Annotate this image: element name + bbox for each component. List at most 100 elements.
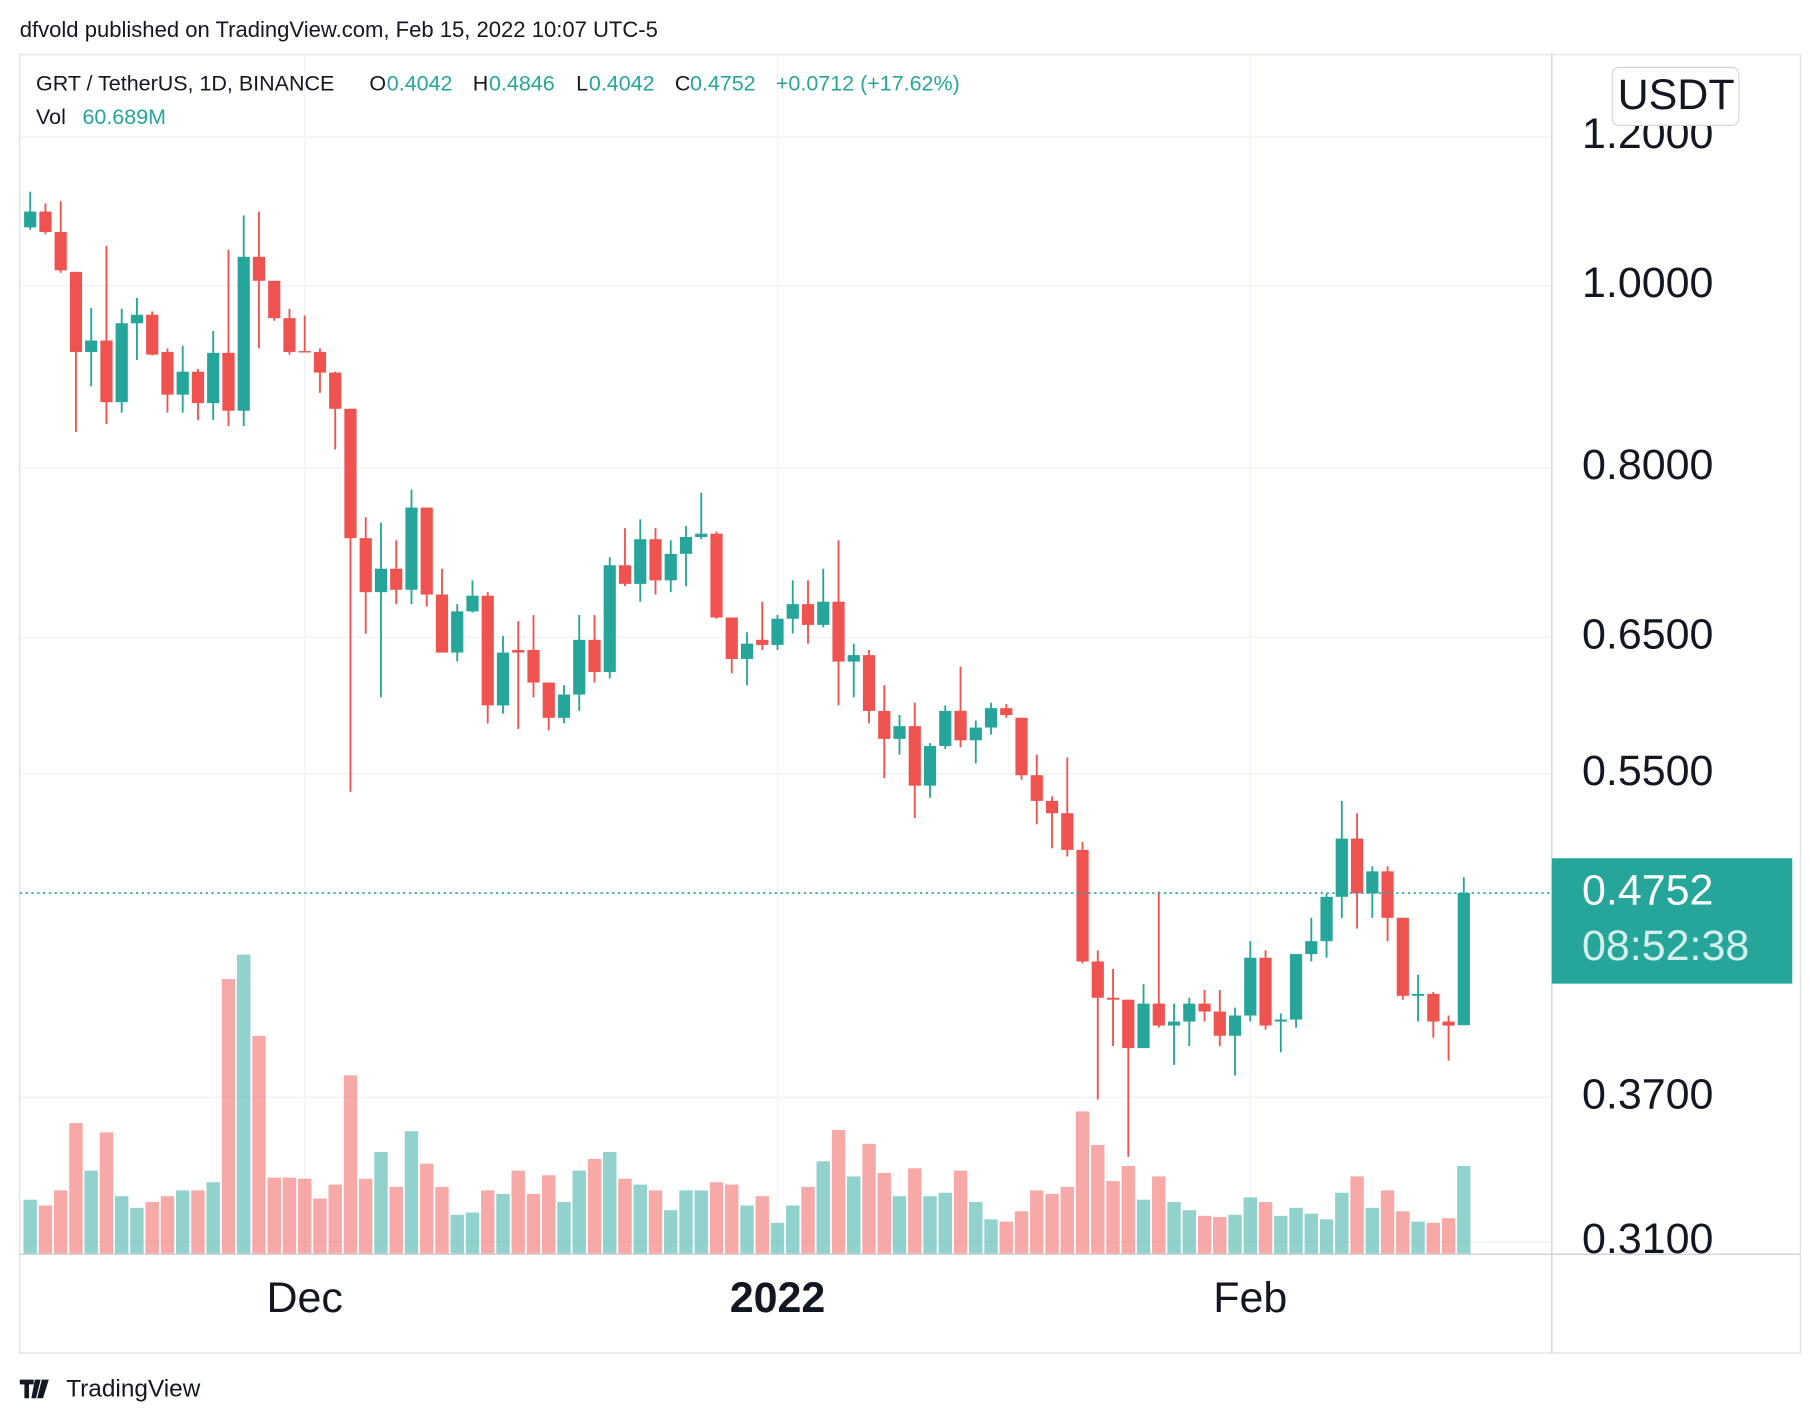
- candle-body: [1305, 941, 1318, 955]
- volume-bar: [1014, 1211, 1029, 1255]
- volume-bar: [603, 1151, 617, 1255]
- volume-bar: [709, 1182, 724, 1255]
- candle-body: [1167, 1021, 1181, 1026]
- volume-bar: [694, 1190, 708, 1255]
- logo: [19, 1379, 49, 1399]
- candle-body: [557, 694, 571, 718]
- volume-bar: [1197, 1215, 1212, 1255]
- volume-bar: [526, 1193, 541, 1255]
- volume-bar: [252, 1035, 266, 1255]
- volume-bar: [984, 1219, 998, 1255]
- candle-body: [1198, 1003, 1211, 1012]
- volume-bar: [633, 1184, 647, 1255]
- currency-box: [1611, 66, 1740, 127]
- candle-body: [862, 655, 876, 711]
- legend-close: 0.4752: [690, 71, 756, 95]
- volume-bar: [587, 1158, 602, 1255]
- volume-name: Vol: [36, 105, 66, 129]
- volume-bar: [69, 1123, 83, 1255]
- legend-key: O: [369, 71, 386, 95]
- candle-body: [1183, 1003, 1196, 1022]
- legend-change: +0.0712 (+17.62%): [776, 71, 960, 95]
- x-tick-label: Dec: [267, 1274, 343, 1322]
- candle-body: [679, 537, 693, 554]
- volume-bar: [923, 1196, 937, 1255]
- volume-bar: [1289, 1207, 1303, 1255]
- candle-body: [1213, 1011, 1226, 1036]
- candle-body: [146, 314, 159, 355]
- last-price-label: 0.4752: [1582, 866, 1713, 914]
- volume-bar: [740, 1205, 754, 1255]
- candle-body: [268, 280, 281, 319]
- volume-bar: [221, 979, 236, 1255]
- candle-body: [1152, 1003, 1165, 1026]
- volume-bar: [969, 1202, 983, 1255]
- candle-body: [801, 604, 815, 625]
- candle-body: [542, 682, 555, 718]
- candle-body: [1091, 961, 1104, 998]
- candle-body: [1106, 997, 1120, 1000]
- volume-bar: [130, 1207, 144, 1255]
- volume-bar: [1441, 1218, 1456, 1255]
- axes: 1.20001.00000.80000.65000.55000.37000.31…: [267, 110, 1714, 1322]
- candle-body: [1335, 838, 1348, 897]
- volume-bar: [892, 1196, 907, 1255]
- volume-bar: [1396, 1211, 1410, 1255]
- candle-body: [832, 601, 845, 662]
- candle-body: [435, 594, 449, 653]
- candle-body: [512, 650, 525, 653]
- volume-bar: [770, 1222, 785, 1255]
- candle-body: [878, 710, 891, 739]
- volume-bar: [1136, 1199, 1151, 1255]
- candle-body: [1442, 1021, 1455, 1026]
- volume-bar: [725, 1184, 739, 1255]
- candle-body: [1137, 1003, 1150, 1049]
- volume-bar: [298, 1178, 312, 1255]
- volume-bar: [374, 1151, 388, 1255]
- candle-body: [527, 650, 540, 683]
- candle-body: [115, 323, 128, 403]
- volume-bar: [53, 1190, 68, 1255]
- candle-body: [649, 539, 662, 581]
- candle-body: [466, 595, 479, 612]
- volume-bar: [1304, 1213, 1319, 1255]
- volume-bar: [1045, 1193, 1059, 1255]
- volume-bar: [145, 1202, 159, 1255]
- volume-bar: [359, 1178, 373, 1255]
- volume-bar: [1228, 1214, 1242, 1255]
- y-tick-label: 1.0000: [1582, 259, 1713, 307]
- legend-key: H: [473, 71, 489, 95]
- volume-bar: [1319, 1219, 1334, 1255]
- volume-bar: [511, 1170, 525, 1255]
- volume-bar: [450, 1214, 464, 1255]
- volume-bar: [1350, 1176, 1364, 1255]
- candle-body: [1411, 993, 1425, 996]
- candle-body: [939, 710, 952, 746]
- volume-bar: [313, 1198, 327, 1255]
- candle-body: [405, 507, 418, 590]
- volume-bar: [206, 1182, 220, 1255]
- volume-bar: [786, 1205, 800, 1255]
- candle-body: [954, 710, 967, 741]
- frame: [19, 53, 1802, 1354]
- volume-bar: [1152, 1176, 1166, 1255]
- volume-bar: [267, 1177, 281, 1255]
- volume-bar: [1243, 1197, 1258, 1255]
- y-tick-label: 0.3100: [1582, 1215, 1713, 1263]
- candle-body: [634, 539, 647, 584]
- candle-body: [786, 604, 799, 619]
- volume-bar: [1380, 1190, 1395, 1255]
- candle-body: [1274, 1019, 1287, 1022]
- volume-bar: [1091, 1145, 1105, 1255]
- candle-body: [1061, 813, 1074, 850]
- volume-bar: [877, 1172, 891, 1255]
- y-tick-label: 0.5500: [1582, 747, 1713, 795]
- volume-bar: [908, 1168, 922, 1255]
- candle-body: [451, 611, 464, 653]
- volume-bar: [1258, 1202, 1273, 1255]
- volume-bar: [648, 1190, 663, 1255]
- candle-body: [390, 568, 403, 590]
- candle-body: [1381, 871, 1394, 918]
- candle-body: [496, 652, 510, 706]
